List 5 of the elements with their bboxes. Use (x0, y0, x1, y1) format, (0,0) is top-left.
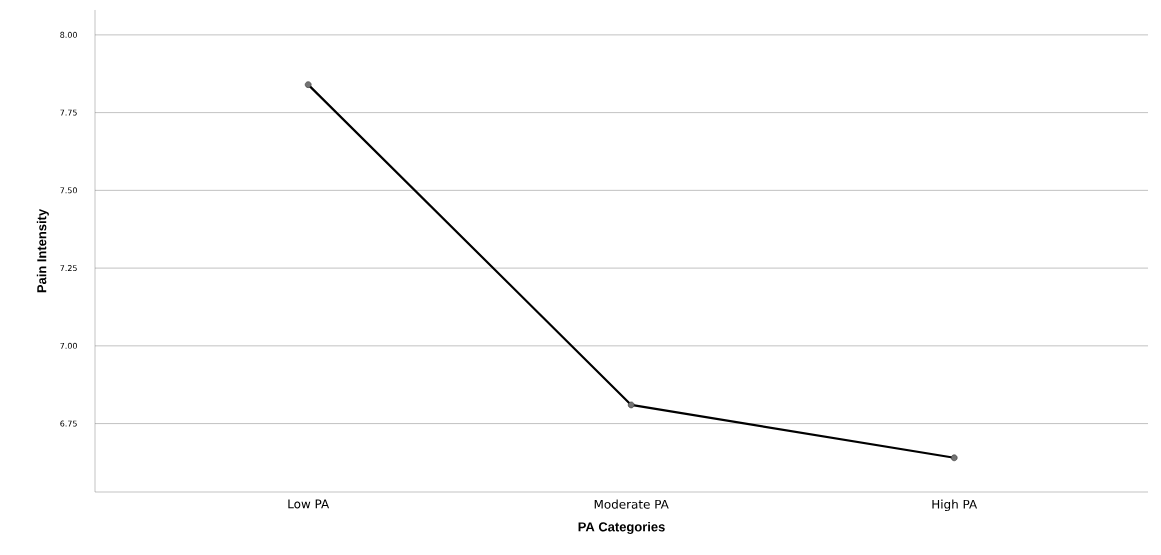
x-tick-label: High PA (932, 499, 978, 512)
y-axis-title: Pain Intensity (36, 208, 49, 293)
x-tick-label: Moderate PA (594, 499, 669, 509)
x-tick-label: Low PA (288, 499, 330, 509)
x-axis-title: PA Categories (578, 521, 665, 535)
